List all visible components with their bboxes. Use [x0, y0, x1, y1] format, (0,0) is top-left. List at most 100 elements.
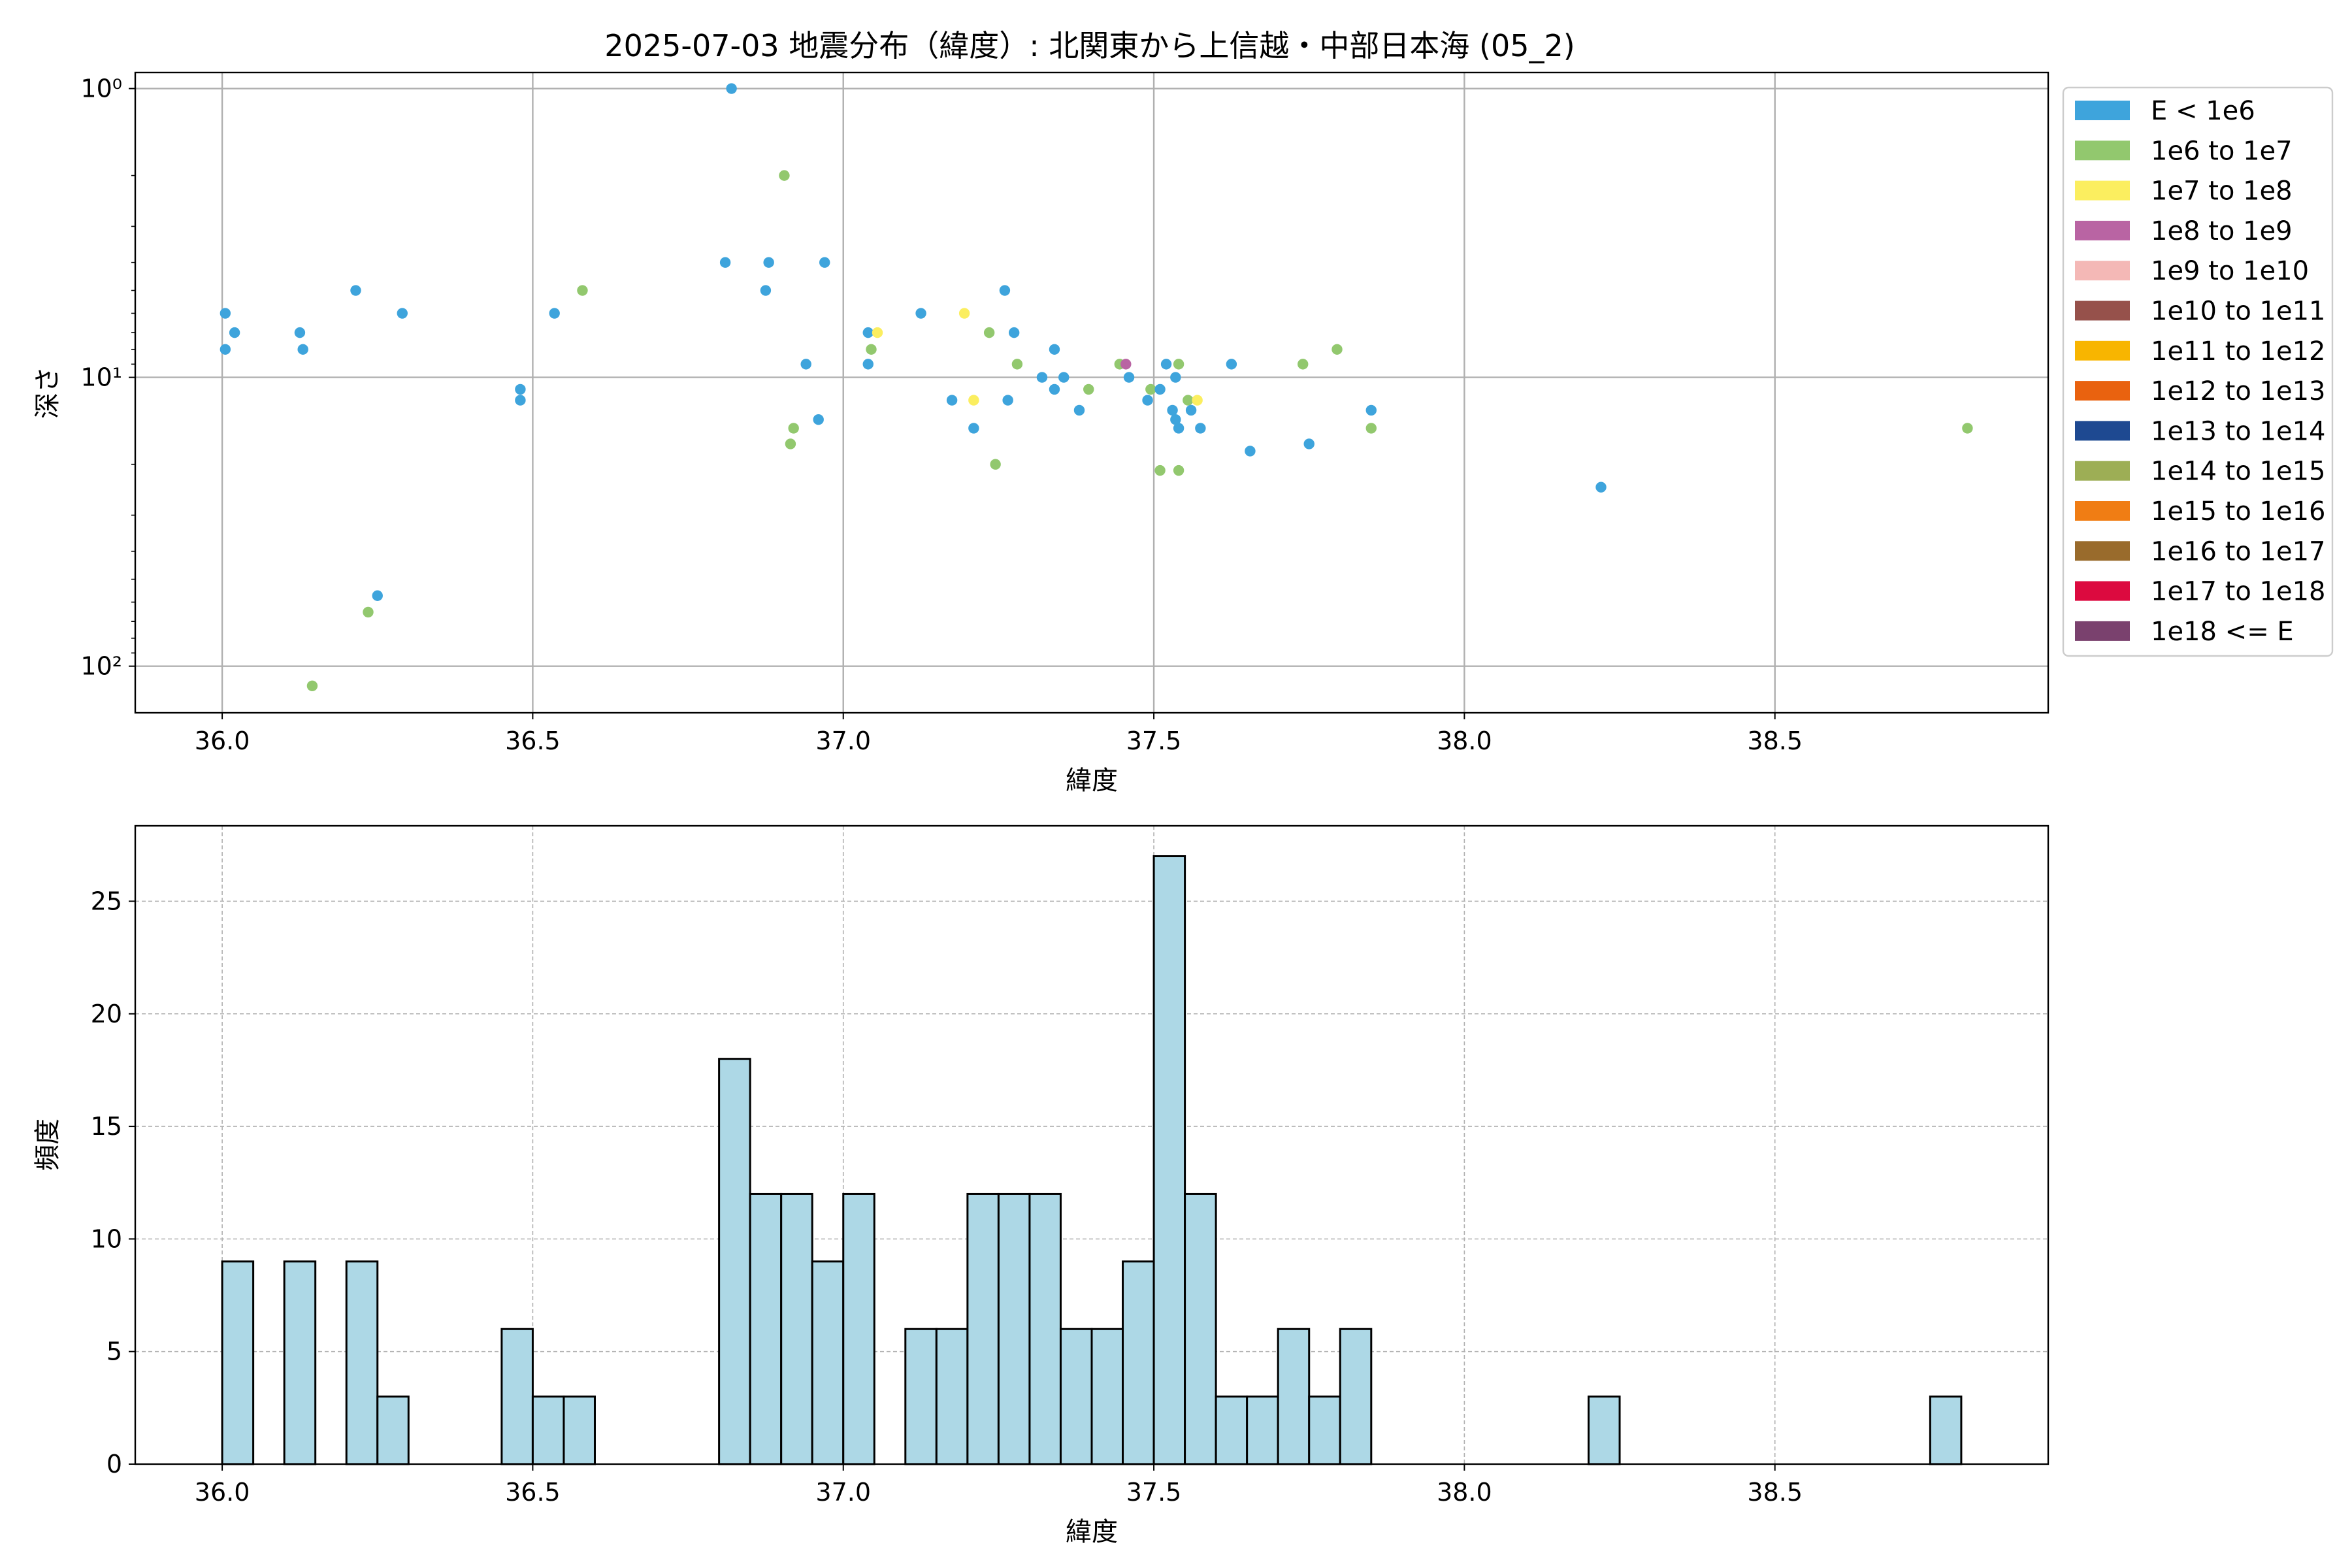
scatter-frame — [134, 71, 2050, 714]
histogram-bar — [1184, 1192, 1217, 1465]
scatter-point — [1008, 327, 1020, 338]
scatter-point — [1154, 465, 1166, 476]
scatter-point — [1073, 404, 1085, 416]
legend-label: 1e6 to 1e7 — [2151, 136, 2293, 166]
scatter-point — [549, 308, 560, 319]
scatter-point — [397, 308, 408, 319]
histogram-bar — [376, 1396, 410, 1465]
legend-swatch — [2075, 180, 2130, 201]
histogram-bar — [283, 1260, 317, 1465]
scatter-point — [306, 680, 318, 692]
scatter-point — [220, 344, 231, 355]
scatter-point — [372, 590, 383, 601]
legend-label: 1e11 to 1e12 — [2151, 336, 2326, 367]
scatter-point — [990, 459, 1001, 470]
histogram-bar — [1028, 1192, 1062, 1465]
legend-swatch — [2075, 301, 2130, 321]
scatter-x-tick-label: 37.0 — [815, 727, 871, 755]
scatter-point — [1245, 446, 1256, 457]
histogram-bar — [966, 1192, 1000, 1465]
scatter-point — [1123, 372, 1135, 383]
scatter-point — [866, 344, 877, 355]
scatter-point — [350, 285, 361, 296]
histogram-x-tick-label: 37.5 — [1126, 1478, 1182, 1507]
histogram-bar — [531, 1396, 565, 1465]
scatter-point — [1595, 482, 1607, 493]
legend-swatch — [2075, 140, 2130, 161]
scatter-x-tick-label: 36.5 — [505, 727, 561, 755]
scatter-point — [958, 308, 970, 319]
histogram-y-ticks: 0 5 10 15 20 25 — [91, 887, 135, 1478]
histogram-bar — [811, 1260, 845, 1465]
histogram-frame — [134, 825, 2050, 1465]
scatter-point — [515, 384, 526, 395]
legend-swatch — [2075, 461, 2130, 481]
legend-swatch — [2075, 101, 2130, 120]
legend-swatch — [2075, 421, 2130, 441]
histogram-bar — [1090, 1328, 1124, 1465]
scatter-point — [1962, 423, 1973, 434]
histogram-y-tick-label: 20 — [91, 1000, 122, 1028]
scatter-y-ticks: 10⁰ 10¹ 10² — [80, 74, 135, 681]
scatter-point — [1049, 384, 1060, 395]
histogram-x-tick-label: 38.0 — [1437, 1478, 1492, 1507]
histogram-bar — [1588, 1396, 1621, 1465]
legend: E < 1e6 1e6 to 1e7 1e7 to 1e8 1e8 to 1e9 1e9… — [2062, 86, 2334, 657]
legend-label: 1e9 to 1e10 — [2151, 256, 2309, 286]
scatter-x-tick-label: 36.0 — [195, 727, 250, 755]
scatter-point — [1298, 359, 1309, 370]
legend-box — [2062, 86, 2334, 657]
histogram-y-tick-label: 15 — [91, 1112, 122, 1141]
scatter-plot: 36.0 36.5 37.0 37.5 38.0 38.5 10⁰ 10¹ 10² 緯度 深さ — [33, 71, 2050, 796]
legend-swatch — [2075, 581, 2130, 601]
scatter-x-tick-label: 38.5 — [1747, 727, 1803, 755]
histogram-bar — [1308, 1396, 1341, 1465]
scatter-point — [813, 414, 824, 425]
histogram-y-tick-label: 25 — [91, 887, 122, 915]
scatter-point — [1185, 404, 1197, 416]
scatter-point — [1002, 395, 1013, 406]
histogram-x-tick-label: 36.5 — [505, 1478, 561, 1507]
legend-label: E < 1e6 — [2151, 96, 2255, 126]
scatter-point — [862, 359, 874, 370]
histogram-x-tick-label: 36.0 — [195, 1478, 250, 1507]
scatter-point — [1173, 465, 1184, 476]
scatter-point — [763, 257, 774, 268]
legend-label: 1e17 to 1e18 — [2151, 577, 2326, 607]
legend-items: E < 1e6 1e6 to 1e7 1e7 to 1e8 1e8 to 1e9 1e9… — [2075, 96, 2326, 647]
scatter-point — [1365, 404, 1377, 416]
legend-swatch — [2075, 220, 2130, 240]
scatter-point — [1142, 395, 1153, 406]
scatter-y-tick-label: 10¹ — [80, 363, 122, 392]
legend-swatch — [2075, 501, 2130, 521]
histogram-bar — [904, 1328, 938, 1465]
histogram-bar — [997, 1192, 1031, 1465]
histogram-bar — [935, 1328, 969, 1465]
scatter-point — [785, 438, 796, 449]
histogram-bar — [500, 1328, 534, 1465]
scatter-point — [726, 83, 737, 94]
histogram-bar — [1152, 855, 1186, 1465]
histogram-bar — [1059, 1328, 1093, 1465]
scatter-point — [1170, 372, 1181, 383]
scatter-title: 2025-07-03 地震分布（緯度）: 北関東から上信越・中部日本海 (05_… — [604, 28, 1575, 63]
histogram-bar — [749, 1192, 783, 1465]
scatter-point — [577, 285, 588, 296]
histogram-bar — [563, 1396, 596, 1465]
scatter-point — [1170, 414, 1181, 425]
histogram-x-ticks: 36.0 36.5 37.0 37.5 38.0 38.5 — [195, 1464, 1803, 1507]
legend-swatch — [2075, 541, 2130, 561]
scatter-point — [819, 257, 830, 268]
scatter-point — [1365, 423, 1377, 434]
scatter-point — [719, 257, 731, 268]
histogram-bar — [1215, 1396, 1249, 1465]
scatter-point — [1120, 359, 1132, 370]
legend-label: 1e15 to 1e16 — [2151, 497, 2326, 527]
legend-label: 1e8 to 1e9 — [2151, 216, 2293, 246]
scatter-point — [1331, 344, 1343, 355]
histogram-bar — [780, 1192, 813, 1465]
scatter-point — [1173, 359, 1184, 370]
histogram-bar — [221, 1260, 255, 1465]
histogram-bar — [1122, 1260, 1155, 1465]
histogram-y-tick-label: 0 — [106, 1450, 122, 1478]
